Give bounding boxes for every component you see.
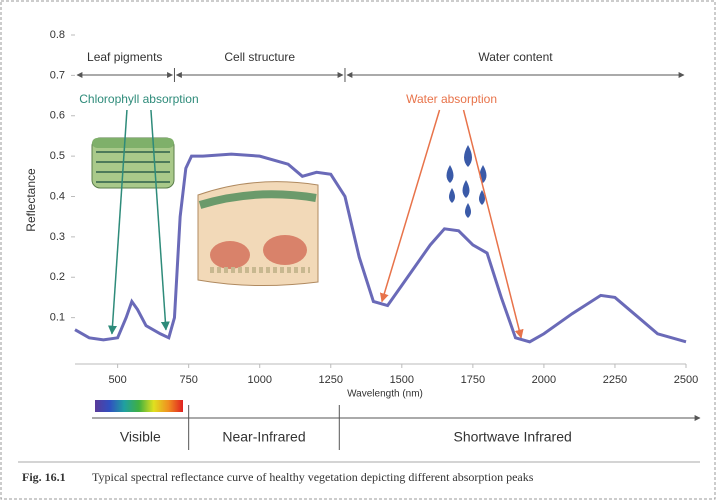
caption-label: Fig. 16.1 — [22, 470, 66, 484]
x-tick-label: 1250 — [319, 374, 343, 386]
annotation-label: Water absorption — [406, 92, 497, 106]
y-tick-label: 0.2 — [50, 271, 65, 283]
y-tick-label: 0.5 — [50, 150, 65, 162]
region-label: Water content — [478, 50, 553, 64]
x-axis-label: Wavelength (nm) — [347, 389, 423, 400]
x-tick-label: 1500 — [390, 374, 414, 386]
y-axis-label: Reflectance — [24, 168, 38, 232]
x-tick-label: 2250 — [603, 374, 627, 386]
x-tick-label: 500 — [108, 374, 126, 386]
spectrum-bar — [95, 400, 183, 412]
y-tick-label: 0.8 — [50, 29, 65, 41]
x-tick-label: 750 — [179, 374, 197, 386]
figure: Reflectance Wavelength (nm) Fig. 16.1 Ty… — [0, 0, 716, 500]
leaf-illustration — [92, 138, 174, 188]
y-tick-label: 0.1 — [50, 312, 65, 324]
cell-illustration — [198, 182, 318, 286]
y-tick-label: 0.3 — [50, 231, 65, 243]
annotation-label: Chlorophyll absorption — [79, 92, 198, 106]
band-label: Near-Infrared — [222, 429, 305, 445]
caption: Typical spectral reflectance curve of he… — [92, 470, 534, 484]
x-tick-label: 2500 — [674, 374, 698, 386]
band-label: Shortwave Infrared — [453, 429, 571, 445]
y-tick-label: 0.4 — [50, 190, 65, 202]
region-label: Leaf pigments — [87, 50, 162, 64]
region-label: Cell structure — [224, 50, 295, 64]
band-label: Visible — [120, 429, 161, 445]
x-tick-label: 1000 — [247, 374, 271, 386]
y-tick-label: 0.7 — [50, 69, 65, 81]
y-tick-label: 0.6 — [50, 110, 65, 122]
x-tick-label: 2000 — [532, 374, 556, 386]
x-tick-label: 1750 — [461, 374, 485, 386]
